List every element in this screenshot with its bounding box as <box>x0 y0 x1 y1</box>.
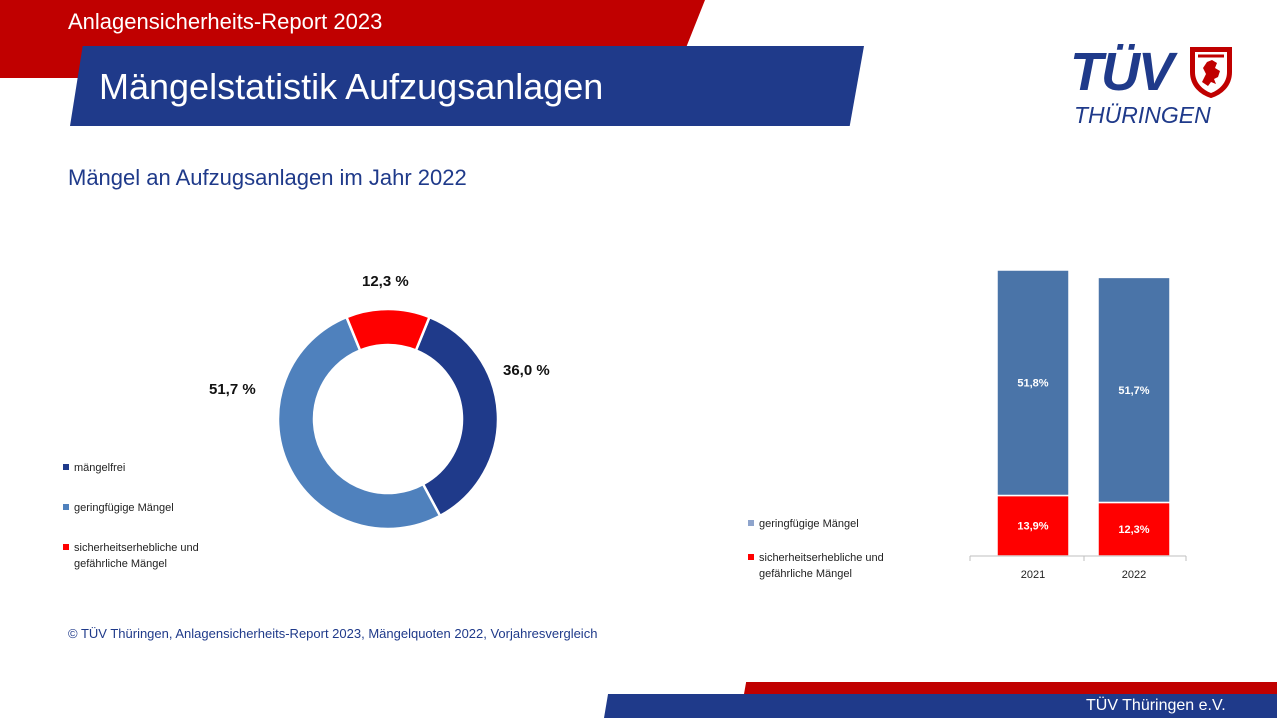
slice-sicherheitserheblich <box>344 307 432 353</box>
report-label: Anlagensicherheits-Report 2023 <box>68 9 383 34</box>
bar-2022-series-0 <box>1097 501 1171 557</box>
legend-swatch <box>63 464 69 471</box>
donut-label-1: 51,7 % <box>209 381 256 398</box>
bar-legend-item: geringfügige Mängel <box>748 516 859 532</box>
legend-label: mängelfrei <box>74 462 126 474</box>
source-note: © TÜV Thüringen, Anlagensicherheits-Repo… <box>68 626 598 641</box>
bar-2022-series-1 <box>1097 276 1171 504</box>
legend-swatch <box>748 520 754 527</box>
legend-swatch <box>748 554 754 561</box>
bar-data-label: 12,3% <box>1118 524 1149 536</box>
footer-org: TÜV Thüringen e.V. <box>1086 697 1226 714</box>
legend-label: gefährliche Mängel <box>759 568 852 580</box>
bar-data-label: 13,9% <box>1017 521 1048 533</box>
footer-red-band <box>744 682 1277 694</box>
donut-label-0: 36,0 % <box>503 362 550 379</box>
donut-legend-item: sicherheitserhebliche und gefährliche Män… <box>63 540 199 572</box>
donut-label-2: 12,3 % <box>362 273 409 290</box>
legend-label: geringfügige Mängel <box>74 502 174 514</box>
stacked-bar-chart: 13,9% 51,8% 2021 12,3% 51,7% 2022 <box>969 269 1187 581</box>
title-band <box>70 46 864 126</box>
chart-subtitle: Mängel an Aufzugsanlagen im Jahr 2022 <box>68 165 467 190</box>
legend-swatch <box>63 504 69 511</box>
slice-geringfuegig <box>276 315 442 531</box>
legend-label: gefährliche Mängel <box>74 558 167 570</box>
donut-legend-item: geringfügige Mängel <box>63 500 174 516</box>
logo-sub-text: THÜRINGEN <box>1074 102 1211 128</box>
x-tick-label: 2021 <box>1021 569 1045 581</box>
bar-data-label: 51,7% <box>1118 385 1149 397</box>
tuv-logo: TÜV THÜRINGEN <box>1070 44 1240 134</box>
bar-2021-series-1 <box>996 269 1070 497</box>
logo-main-text: TÜV <box>1070 42 1174 102</box>
donut-legend-item: mängelfrei <box>63 460 125 476</box>
bar-data-label: 51,8% <box>1017 378 1048 390</box>
slice-maengelfrei <box>414 315 500 518</box>
footer-blue-band <box>604 694 1277 718</box>
legend-label: sicherheitserhebliche und <box>74 542 199 554</box>
legend-label: geringfügige Mängel <box>759 518 859 530</box>
page-title: Mängelstatistik Aufzugsanlagen <box>99 66 604 107</box>
lion-crest-icon <box>1190 47 1232 98</box>
x-tick-label: 2022 <box>1122 569 1146 581</box>
legend-label: sicherheitserhebliche und <box>759 552 884 564</box>
bar-legend-item: sicherheitserhebliche und gefährliche Män… <box>748 550 884 582</box>
legend-swatch <box>63 544 69 551</box>
